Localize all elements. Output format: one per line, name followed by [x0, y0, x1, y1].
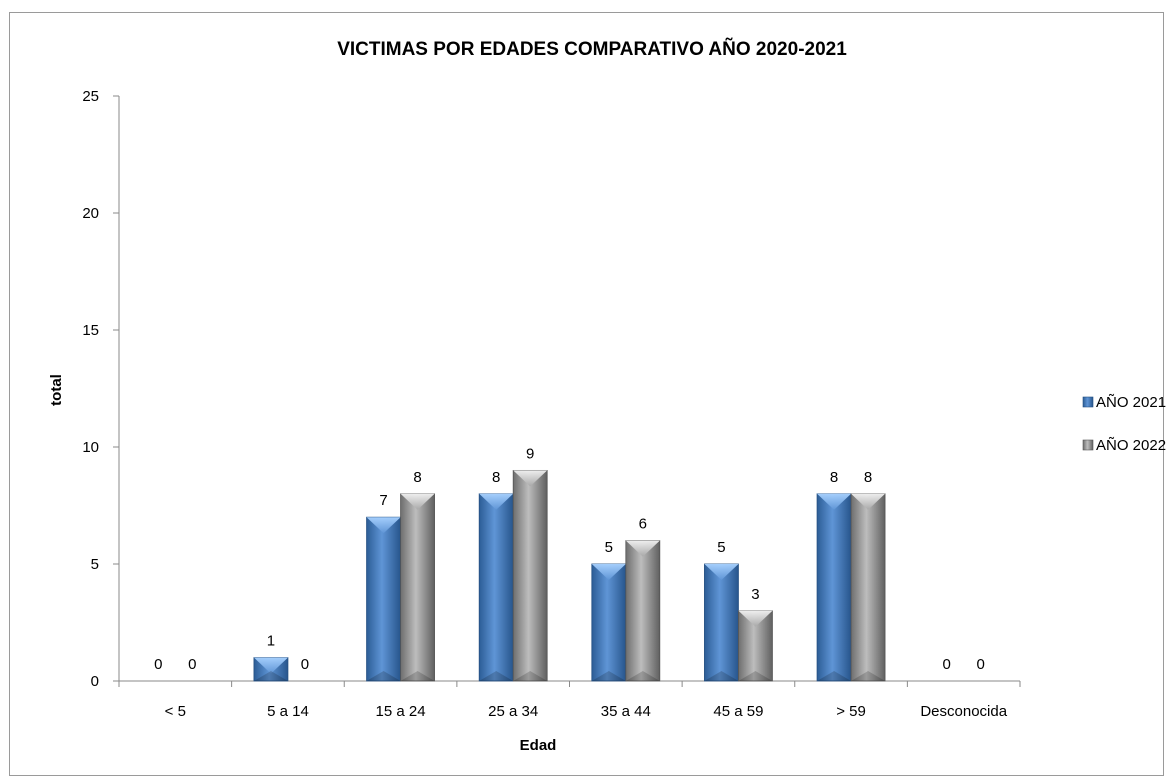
bar-bevel-shadow [253, 671, 288, 681]
data-label: 9 [526, 445, 534, 462]
x-axis: < 5 5 a 14 15 a 24 25 a 34 35 a 44 45 a 59 > 5… [118, 680, 1021, 720]
x-tick-label: < 5 [165, 703, 186, 720]
data-label: 0 [188, 656, 196, 673]
y-tick-label: 10 [82, 439, 99, 456]
y-tick-label: 5 [91, 556, 99, 573]
data-label: 6 [639, 516, 647, 533]
bar-body [816, 493, 852, 682]
bar-body [850, 493, 886, 682]
bar-bevel [625, 540, 660, 557]
bar-ano-2021 [816, 493, 852, 682]
bar-bevel-shadow [817, 671, 852, 681]
bar-ano-2022 [850, 493, 886, 682]
bar-ano-2021 [704, 563, 739, 682]
bar-ano-2021 [478, 493, 514, 682]
bar-bevel [479, 493, 514, 510]
legend-label: AÑO 2022 [1096, 437, 1166, 454]
bar-ano-2021 [253, 657, 289, 682]
data-label: 8 [864, 469, 872, 486]
bar-bevel [513, 470, 548, 487]
bar-bevel-shadow [738, 671, 773, 681]
bars [253, 469, 886, 682]
bar-body [704, 563, 739, 682]
x-axis-title: Edad [520, 737, 557, 754]
bar-bevel [366, 517, 401, 534]
data-label: 5 [717, 539, 725, 556]
bar-body [400, 493, 435, 682]
bar-bevel [704, 564, 739, 580]
data-label: 8 [413, 469, 421, 486]
y-tick-label: 0 [91, 673, 99, 690]
chart-title: VICTIMAS POR EDADES COMPARATIVO AÑO 2020… [337, 38, 847, 60]
bar-body [625, 540, 661, 682]
bar-bevel [400, 493, 435, 510]
legend-label: AÑO 2021 [1096, 394, 1166, 411]
legend-swatch [1082, 396, 1094, 408]
bar-bevel [851, 493, 886, 510]
data-label: 8 [830, 469, 838, 486]
x-tick-label: 15 a 24 [376, 703, 426, 720]
bar-bevel-shadow [591, 671, 626, 681]
y-axis-title: total [48, 374, 65, 406]
legend-item: AÑO 2021 [1082, 394, 1166, 411]
bar-body [478, 493, 514, 682]
bar-ano-2022 [400, 493, 435, 682]
data-label: 5 [605, 539, 613, 556]
data-label: 3 [751, 586, 759, 603]
bar-bevel [738, 610, 773, 627]
bar-bevel-shadow [513, 671, 548, 681]
bar-bevel-shadow [704, 671, 739, 681]
bar-ano-2022 [738, 610, 773, 682]
data-label: 0 [154, 656, 162, 673]
chart-frame [9, 12, 1164, 776]
bar-bevel-shadow [851, 671, 886, 681]
y-tick-label: 20 [82, 205, 99, 222]
bar-bevel-shadow [366, 671, 401, 681]
y-tick-label: 25 [82, 88, 99, 105]
x-tick-label: 35 a 44 [601, 703, 651, 720]
bar-bevel-shadow [625, 671, 660, 681]
legend: AÑO 2021 AÑO 2022 [1082, 394, 1166, 454]
bar-bevel-shadow [479, 671, 514, 681]
y-tick-label: 15 [82, 322, 99, 339]
data-label: 0 [301, 656, 309, 673]
x-tick-label: 5 a 14 [267, 703, 309, 720]
bar-ano-2022 [625, 540, 661, 682]
data-label: 8 [492, 469, 500, 486]
bar-body [512, 469, 548, 682]
x-tick-label: > 59 [836, 703, 866, 720]
legend-swatch [1082, 439, 1094, 451]
bar-ano-2021 [366, 516, 401, 682]
x-tick-label: 45 a 59 [713, 703, 763, 720]
data-label: 1 [267, 633, 275, 650]
x-tick-label: 25 a 34 [488, 703, 538, 720]
data-label: 0 [977, 656, 985, 673]
data-labels: 0 1 7 8 5 5 8 0 0 0 8 9 6 3 8 0 [154, 445, 985, 673]
data-label: 0 [943, 656, 951, 673]
bar-ano-2022 [512, 469, 548, 682]
bar-body [591, 563, 627, 682]
bar-bevel [817, 493, 852, 510]
x-tick-label: Desconocida [920, 703, 1007, 720]
data-label: 7 [379, 492, 387, 509]
bar-bevel [253, 657, 288, 674]
bar-body [366, 516, 401, 682]
legend-item: AÑO 2022 [1082, 437, 1166, 454]
bar-bevel-shadow [400, 671, 435, 681]
bar-ano-2021 [591, 563, 627, 682]
bar-bevel [591, 564, 626, 580]
y-axis: 0 5 10 15 20 25 [82, 88, 120, 690]
